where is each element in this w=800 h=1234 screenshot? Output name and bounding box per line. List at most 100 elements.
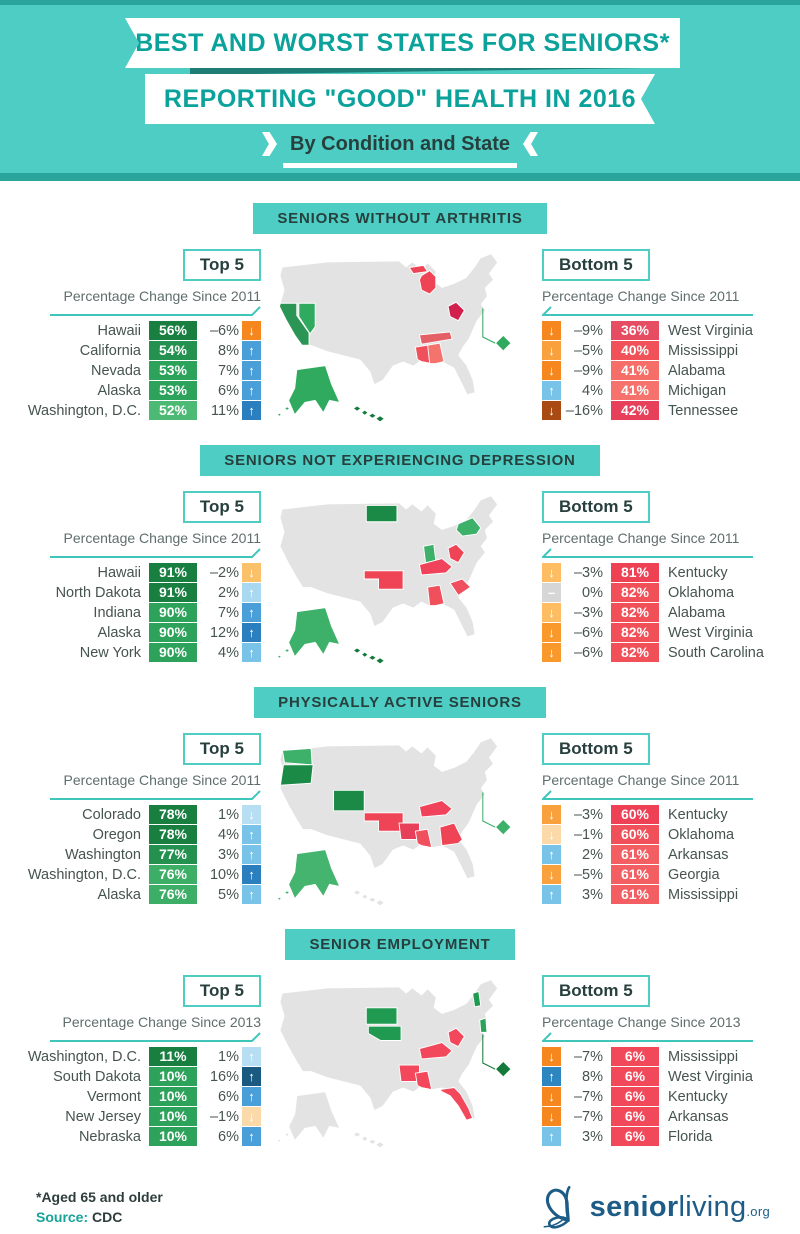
us-map [276,254,511,422]
subtitle: By Condition and State [290,132,510,155]
value-box: 10% [149,1087,197,1106]
value-box: 82% [611,583,659,602]
value-box: 78% [149,805,197,824]
change-value: 11% [211,402,239,419]
state-HI [354,890,384,906]
rank-row: Indiana 90% 7% ↑ [0,603,261,622]
header: BEST AND WORST STATES FOR SENIORS* REPOR… [0,0,800,181]
top5-table: Top 5 Percentage Change Since 2011 Hawai… [0,245,264,421]
change-label: Percentage Change Since 2011 [542,530,740,546]
change-pointer-line [50,790,261,800]
condition-section: PHYSICALLY ACTIVE SENIORS Top 5 Percenta… [0,687,800,913]
state-AL [427,584,445,607]
change-value: 3% [218,846,239,863]
change-value: –6% [209,322,239,339]
change-value: 16% [209,1068,239,1085]
bottom5-table: Bottom 5 Percentage Change Since 2011 ↓ –… [534,487,797,663]
arrow-down-icon: ↓ [542,361,561,380]
top5-badge-wrap: Top 5 [0,249,261,281]
rank-row: ↓ –7% 6% Kentucky [542,1087,797,1106]
state-CO [333,789,365,812]
title-line-2: REPORTING "GOOD" HEALTH IN 2016 [163,84,637,113]
rank-row: ↓ –16% 42% Tennessee [542,401,797,420]
arrow-down-icon: ↓ [542,623,561,642]
change-value: –3% [573,604,603,621]
bottom5-badge: Bottom 5 [542,491,650,523]
rank-row: ↓ –3% 60% Kentucky [542,805,797,824]
butterfly-logo-icon [543,1185,571,1229]
rank-row: ↓ –3% 82% Alabama [542,603,797,622]
change-pointer-line [542,1032,753,1042]
change-label: Percentage Change Since 2013 [62,1014,261,1030]
top5-badge: Top 5 [182,491,261,523]
arrow-up-icon: ↑ [242,1087,261,1106]
logo-senior: senior [589,1190,679,1223]
arrow-down-icon: ↓ [542,825,561,844]
rank-row: ↓ –7% 6% Arkansas [542,1107,797,1126]
state-name: Vermont [87,1088,141,1105]
arrow-up-icon: ↑ [242,1127,261,1146]
value-box: 6% [611,1047,659,1066]
arrow-up-icon: ↑ [242,845,261,864]
change-value: –7% [573,1048,603,1065]
rank-row: ↓ –5% 61% Georgia [542,865,797,884]
bottom5-table: Bottom 5 Percentage Change Since 2011 ↓ –… [534,729,797,905]
value-box: 40% [611,341,659,360]
bottom5-badge: Bottom 5 [542,733,650,765]
rank-row: California 54% 8% ↑ [0,341,261,360]
state-name: Tennessee [668,402,739,419]
state-name: Oklahoma [668,826,735,843]
state-name: Alaska [97,624,141,641]
value-box: 90% [149,623,197,642]
change-value: 1% [218,806,239,823]
dc-connector-line [482,308,496,344]
bottom5-rows: ↓ –7% 6% Mississippi ↑ 8% 6% West Virginia ↓ –7% 6… [542,1047,797,1146]
arrow-up-icon: ↑ [242,623,261,642]
change-value: 10% [209,866,239,883]
rank-row: ↑ 3% 61% Mississippi [542,885,797,904]
value-box: 60% [611,825,659,844]
change-pointer-line [542,790,753,800]
state-name: Washington, D.C. [27,866,141,883]
arrow-up-icon: ↑ [242,885,261,904]
state-MS [414,344,433,365]
rank-row: North Dakota 91% 2% ↑ [0,583,261,602]
change-value: 2% [218,584,239,601]
section-title: SENIOR EMPLOYMENT [285,929,515,960]
value-box: 41% [611,381,659,400]
rank-row: Washington, D.C. 11% 1% ↑ [0,1047,261,1066]
bottom5-badge: Bottom 5 [542,249,650,281]
map-column [264,487,534,671]
title-ribbon-2: REPORTING "GOOD" HEALTH IN 2016 [145,74,655,124]
section-content: Top 5 Percentage Change Since 2013 Washi… [0,971,800,1155]
arrow-down-icon: ↓ [542,603,561,622]
value-box: 82% [611,623,659,642]
change-value: –9% [573,322,603,339]
state-SC [449,578,472,596]
arrow-up-icon: ↑ [242,361,261,380]
rank-row: Oregon 78% 4% ↑ [0,825,261,844]
state-TN [418,331,453,345]
arrow-up-icon: ↑ [242,603,261,622]
rank-row: ↑ 2% 61% Arkansas [542,845,797,864]
no-change-icon: – [542,583,561,602]
state-IN [423,543,437,564]
change-value: –6% [573,644,603,661]
state-KY [418,800,453,818]
state-name: Alabama [668,362,726,379]
section-title: SENIORS WITHOUT ARTHRITIS [253,203,547,234]
change-value: 8% [582,1068,603,1085]
state-AK [276,607,341,659]
change-label: Percentage Change Since 2013 [542,1014,741,1030]
top5-rows: Hawaii 91% –2% ↓ North Dakota 91% 2% ↑ Indiana 90… [0,563,261,662]
value-box: 91% [149,583,197,602]
arrow-down-icon: ↓ [542,321,561,340]
state-OK [363,812,404,832]
bottom5-rows: ↓ –3% 60% Kentucky ↓ –1% 60% Oklahoma ↑ 2% 61% Arka… [542,805,797,904]
state-DC [496,335,511,351]
chevron-left-icon [523,132,538,156]
state-OR [279,764,314,786]
rank-row: Alaska 53% 6% ↑ [0,381,261,400]
change-label: Percentage Change Since 2011 [63,772,261,788]
arrow-down-icon: ↓ [242,563,261,582]
